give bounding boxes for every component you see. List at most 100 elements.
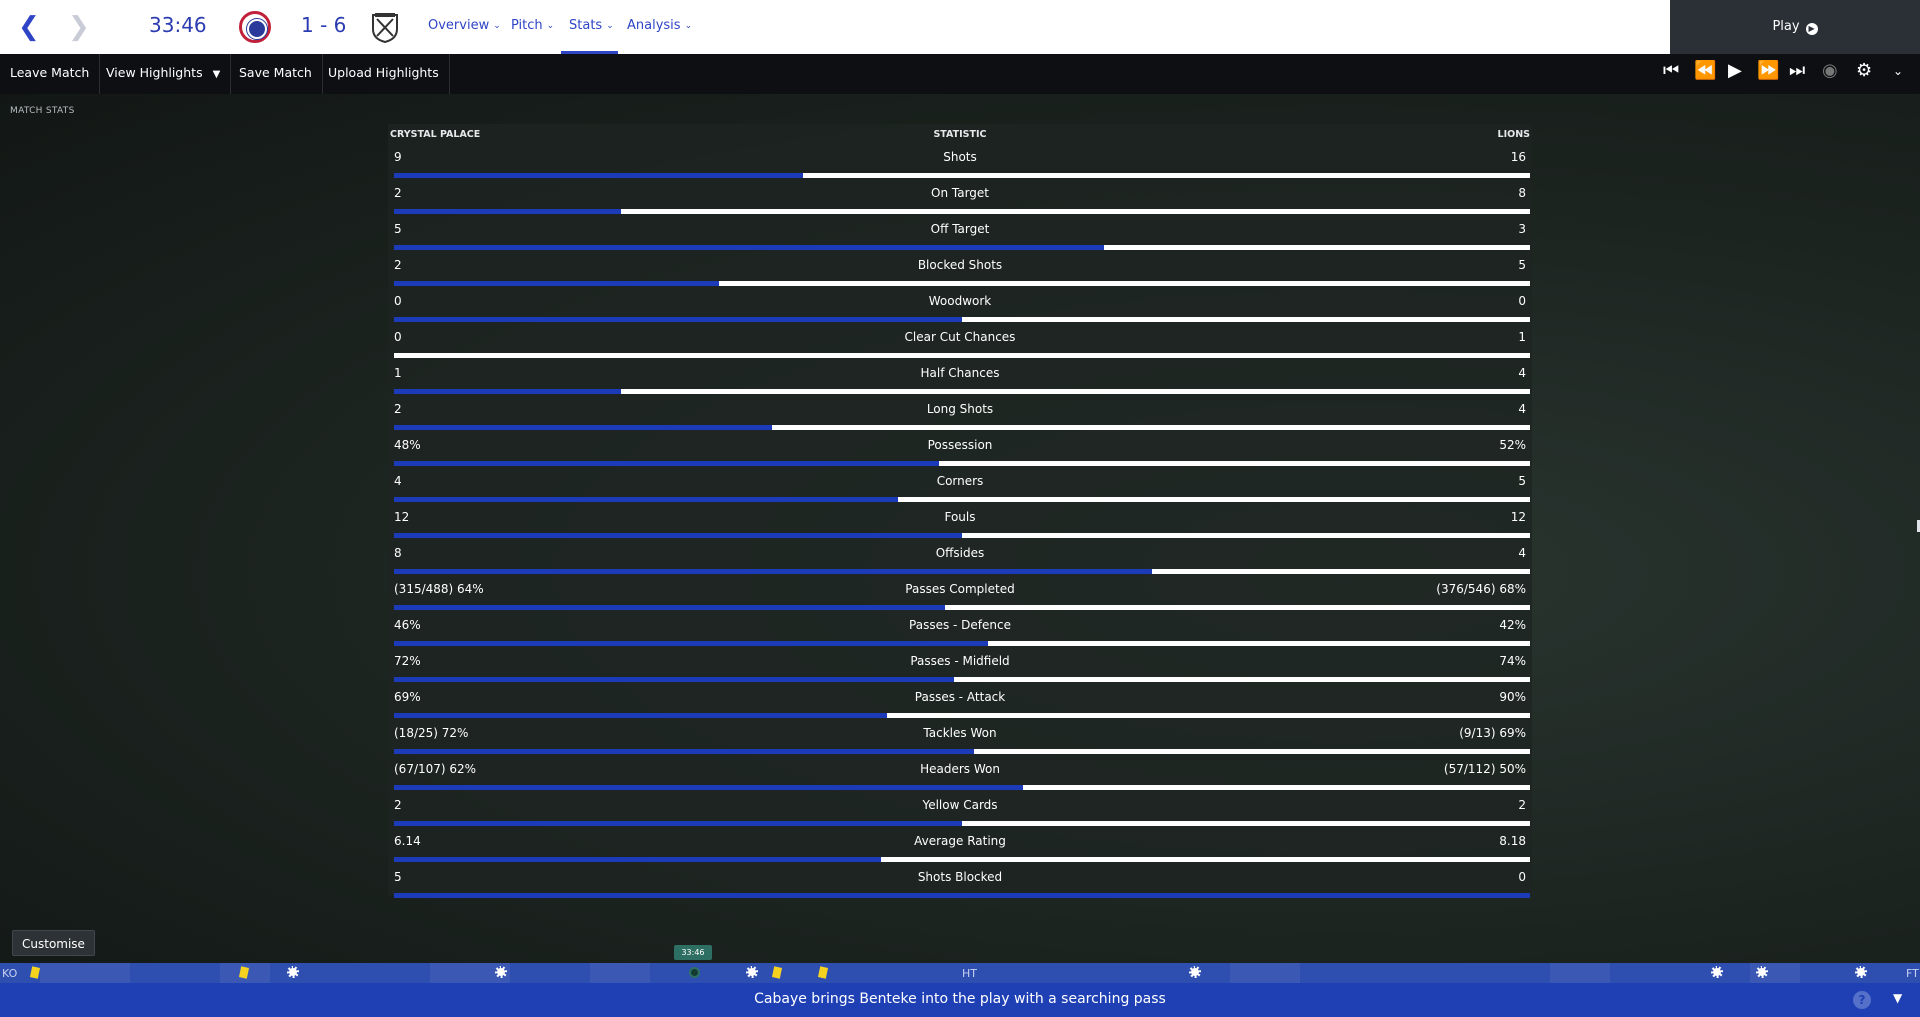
away-value: 1: [1518, 330, 1526, 344]
home-share-fill: [394, 893, 1530, 898]
stat-row: 0 Woodwork 0: [388, 291, 1532, 327]
stat-row: 8 Offsides 4: [388, 543, 1532, 579]
chevron-down-icon: ▼: [212, 69, 221, 80]
home-share-fill: [394, 497, 899, 502]
stat-row: 48% Possession 52%: [388, 435, 1532, 471]
comparison-bar: [394, 857, 1530, 862]
home-value: 6.14: [394, 834, 421, 848]
stat-row: 6.14 Average Rating 8.18: [388, 831, 1532, 867]
home-value: 5: [394, 222, 402, 236]
away-value: 0: [1518, 870, 1526, 884]
gear-icon[interactable]: ⚙: [1856, 60, 1873, 81]
stat-row: 72% Passes - Midfield 74%: [388, 651, 1532, 687]
upload-highlights-button[interactable]: Upload Highlights: [318, 54, 450, 94]
comparison-bar: [394, 209, 1530, 214]
skip-to-start-icon[interactable]: ⏮: [1663, 60, 1680, 81]
comparison-bar: [394, 497, 1530, 502]
away-value: 5: [1518, 474, 1526, 488]
chevron-down-icon: ⌄: [493, 21, 501, 31]
stat-row: (18/25) 72% Tackles Won (9/13) 69%: [388, 723, 1532, 759]
back-arrow-icon[interactable]: ❮: [18, 12, 40, 42]
tab-pitch[interactable]: Pitch ⌄: [511, 18, 555, 33]
stat-row: 9 Shots 16: [388, 147, 1532, 183]
away-value: 5: [1518, 258, 1526, 272]
home-value: 72%: [394, 654, 421, 668]
view-highlights-button[interactable]: View Highlights ▼: [96, 54, 232, 94]
stat-row: 0 Clear Cut Chances 1: [388, 327, 1532, 363]
home-value: 5: [394, 870, 402, 884]
comparison-bar: [394, 173, 1530, 178]
kickoff-label: KO: [2, 967, 18, 980]
shot-icon: [746, 966, 758, 978]
save-match-button[interactable]: Save Match: [229, 54, 323, 94]
home-value: 46%: [394, 618, 421, 632]
statistic-label: Long Shots: [926, 402, 994, 416]
statistic-label: Off Target: [930, 222, 990, 236]
statistic-header: STATISTIC: [933, 129, 987, 140]
statistic-label: Shots: [943, 150, 977, 164]
stat-row: 46% Passes - Defence 42%: [388, 615, 1532, 651]
comparison-bar: [394, 533, 1530, 538]
statistic-label: Passes - Attack: [914, 690, 1006, 704]
comparison-bar: [394, 641, 1530, 646]
home-value: 8: [394, 546, 402, 560]
top-navigation-bar: ❮ ❯ 33:46 1 - 6 Overview ⌄ Pitch ⌄ Stats ⌄ …: [0, 0, 1920, 54]
statistic-label: Offsides: [935, 546, 985, 560]
leave-match-button[interactable]: Leave Match: [0, 54, 101, 94]
play-icon[interactable]: ▶: [1728, 60, 1742, 81]
home-share-fill: [394, 317, 962, 322]
home-share-fill: [394, 425, 773, 430]
chevron-down-icon: ⌄: [546, 21, 555, 31]
rewind-icon[interactable]: ⏪: [1694, 60, 1717, 81]
away-value: 4: [1518, 366, 1526, 380]
comparison-bar: [394, 677, 1530, 682]
away-value: 4: [1518, 402, 1526, 416]
stat-row: (67/107) 62% Headers Won (57/112) 50%: [388, 759, 1532, 795]
home-value: 2: [394, 402, 402, 416]
yellow-card-icon: [817, 966, 829, 979]
shot-icon: [495, 966, 507, 978]
skip-to-end-icon[interactable]: ⏭: [1789, 60, 1806, 81]
customise-button[interactable]: Customise: [12, 930, 95, 956]
forward-arrow-icon[interactable]: ❯: [68, 12, 90, 42]
shot-icon: [1189, 966, 1201, 978]
fulltime-label: FT: [1906, 967, 1919, 980]
match-action-bar: Leave Match View Highlights ▼ Save Match …: [0, 54, 1920, 94]
away-value: 52%: [1499, 438, 1526, 452]
home-value: 1: [394, 366, 402, 380]
away-value: (9/13) 69%: [1459, 726, 1526, 740]
home-team-header: CRYSTAL PALACE: [390, 129, 481, 140]
record-icon[interactable]: ◉: [1822, 60, 1838, 81]
statistic-label: On Target: [931, 186, 989, 200]
away-value: 8: [1518, 186, 1526, 200]
home-value: 9: [394, 150, 402, 164]
shot-icon: [287, 966, 299, 978]
match-score: 1 - 6: [301, 13, 347, 37]
stat-row: 12 Fouls 12: [388, 507, 1532, 543]
home-value: 0: [394, 294, 402, 308]
play-button[interactable]: Play ▶: [1670, 0, 1920, 54]
comparison-bar: [394, 713, 1530, 718]
statistic-label: Headers Won: [920, 762, 1000, 776]
match-timeline[interactable]: KO HT FT: [0, 963, 1920, 983]
home-share-fill: [394, 641, 989, 646]
tab-overview[interactable]: Overview ⌄: [428, 18, 501, 33]
active-tab-indicator: [561, 51, 618, 54]
home-value: 69%: [394, 690, 421, 704]
away-value: 74%: [1499, 654, 1526, 668]
shot-icon: [1711, 966, 1723, 978]
away-team-header: LIONS: [1497, 129, 1530, 140]
tab-analysis[interactable]: Analysis ⌄: [627, 18, 693, 33]
home-share-fill: [394, 785, 1024, 790]
away-value: 90%: [1499, 690, 1526, 704]
tab-stats[interactable]: Stats ⌄: [569, 18, 614, 33]
stat-row: 5 Off Target 3: [388, 219, 1532, 255]
chevron-down-icon[interactable]: ⌄: [1893, 64, 1904, 78]
chevron-down-icon[interactable]: ▼: [1893, 991, 1903, 1005]
home-value: (315/488) 64%: [394, 582, 484, 596]
help-icon[interactable]: ?: [1853, 991, 1871, 1009]
current-time-marker: 33:46: [674, 945, 712, 960]
fast-forward-icon[interactable]: ⏩: [1757, 60, 1780, 81]
comparison-bar: [394, 605, 1530, 610]
home-share-fill: [394, 533, 962, 538]
